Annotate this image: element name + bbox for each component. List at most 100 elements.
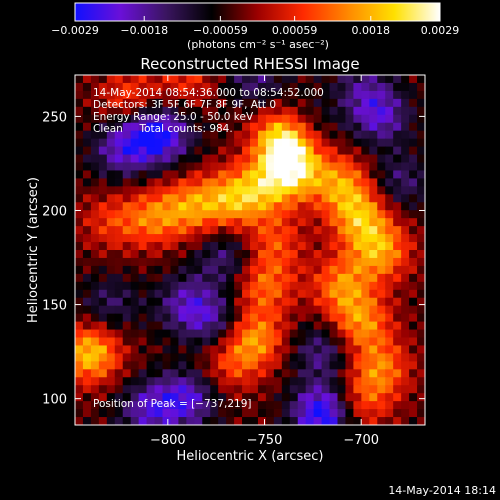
heatmap-cell xyxy=(329,361,339,370)
heatmap-cell xyxy=(297,281,307,291)
heatmap-cell xyxy=(273,146,283,156)
heatmap-cell xyxy=(361,250,370,259)
heatmap-cell xyxy=(122,234,132,243)
heatmap-cell xyxy=(170,122,179,132)
heatmap-cell xyxy=(114,257,124,267)
heatmap-cell xyxy=(409,377,418,386)
heatmap-cell xyxy=(329,369,339,378)
heatmap-cell xyxy=(82,75,92,84)
heatmap-cell xyxy=(210,146,219,156)
heatmap-cell xyxy=(393,401,402,410)
heatmap-cell xyxy=(202,297,211,307)
heatmap-cell xyxy=(297,265,307,275)
heatmap-cell xyxy=(369,130,378,140)
heatmap-cell xyxy=(210,218,219,227)
heatmap-cell xyxy=(130,273,140,283)
heatmap-cell xyxy=(353,377,362,386)
heatmap-cell xyxy=(385,385,394,394)
heatmap-cell xyxy=(82,210,92,219)
heatmap-cell xyxy=(226,162,235,172)
heatmap-cell xyxy=(289,210,299,219)
heatmap-cell xyxy=(345,417,354,425)
heatmap-cell xyxy=(257,218,267,227)
heatmap-cell xyxy=(369,210,378,219)
heatmap-cell xyxy=(257,369,267,378)
heatmap-cell xyxy=(186,194,195,203)
heatmap-cell xyxy=(345,130,354,140)
heatmap-cell xyxy=(114,194,124,203)
heatmap-cell xyxy=(98,273,108,283)
heatmap-cell xyxy=(305,202,315,211)
heatmap-cell xyxy=(417,210,425,219)
heatmap-cell xyxy=(226,90,235,100)
heatmap-cell xyxy=(409,321,418,331)
heatmap-cell xyxy=(321,106,331,116)
heatmap-cell xyxy=(281,273,291,283)
heatmap-cell xyxy=(385,281,394,291)
heatmap-cell xyxy=(417,242,425,251)
heatmap-cell xyxy=(297,242,307,251)
heatmap-cell xyxy=(273,170,283,179)
heatmap-cell xyxy=(313,138,323,148)
heatmap-cell xyxy=(194,218,203,227)
heatmap-cell xyxy=(106,273,116,283)
heatmap-cell xyxy=(297,289,307,299)
heatmap-cell xyxy=(90,417,100,425)
heatmap-cell xyxy=(305,265,315,275)
heatmap-cell xyxy=(162,186,172,195)
heatmap-cell xyxy=(257,186,267,195)
heatmap-cell xyxy=(122,90,132,100)
heatmap-cell xyxy=(154,82,164,92)
heatmap-cell xyxy=(75,361,84,370)
heatmap-cell xyxy=(130,313,140,323)
heatmap-cell xyxy=(305,409,315,418)
heatmap-cell xyxy=(345,273,354,283)
heatmap-cell xyxy=(146,186,156,195)
heatmap-cell xyxy=(90,98,100,108)
heatmap-cell xyxy=(281,218,291,227)
heatmap-cell xyxy=(178,138,187,148)
heatmap-cell xyxy=(226,329,235,339)
heatmap-cell xyxy=(369,297,378,307)
heatmap-cell xyxy=(162,297,172,307)
heatmap-cell xyxy=(329,250,339,259)
heatmap-cell xyxy=(361,226,370,235)
heatmap-cell xyxy=(273,218,283,227)
heatmap-cell xyxy=(289,377,299,386)
heatmap-cell xyxy=(178,393,187,402)
heatmap-cell xyxy=(242,409,251,418)
heatmap-cell xyxy=(329,178,339,187)
heatmap-cell xyxy=(162,138,172,148)
heatmap-cell xyxy=(401,138,410,148)
heatmap-cell xyxy=(138,393,148,402)
heatmap-cell xyxy=(82,114,92,124)
heatmap-cell xyxy=(401,361,410,370)
heatmap-cell xyxy=(297,417,307,425)
heatmap-cell xyxy=(218,122,227,132)
heatmap-cell xyxy=(242,385,251,394)
heatmap-cell xyxy=(361,377,370,386)
heatmap-cell xyxy=(345,305,354,315)
heatmap-cell xyxy=(186,329,195,339)
heatmap-cell xyxy=(257,82,267,92)
heatmap-cell xyxy=(98,321,108,331)
heatmap-cell xyxy=(202,353,211,362)
heatmap-cell xyxy=(122,329,132,339)
heatmap-cell xyxy=(162,377,172,386)
heatmap-cell xyxy=(329,393,339,402)
heatmap-cell xyxy=(178,226,187,235)
heatmap-cell xyxy=(226,353,235,362)
heatmap-cell xyxy=(337,242,347,251)
heatmap-cell xyxy=(98,345,108,354)
heatmap-cell xyxy=(98,329,108,339)
chart-title: Reconstructed RHESSI Image xyxy=(140,55,359,73)
heatmap-cell xyxy=(337,377,347,386)
heatmap-cell xyxy=(242,226,251,235)
heatmap-cell xyxy=(170,178,179,187)
heatmap-cell xyxy=(146,154,156,164)
heatmap-cell xyxy=(210,281,219,291)
heatmap-cell xyxy=(337,289,347,299)
heatmap-cell xyxy=(234,281,243,291)
heatmap-cell xyxy=(305,401,315,410)
heatmap-cell xyxy=(170,194,179,203)
